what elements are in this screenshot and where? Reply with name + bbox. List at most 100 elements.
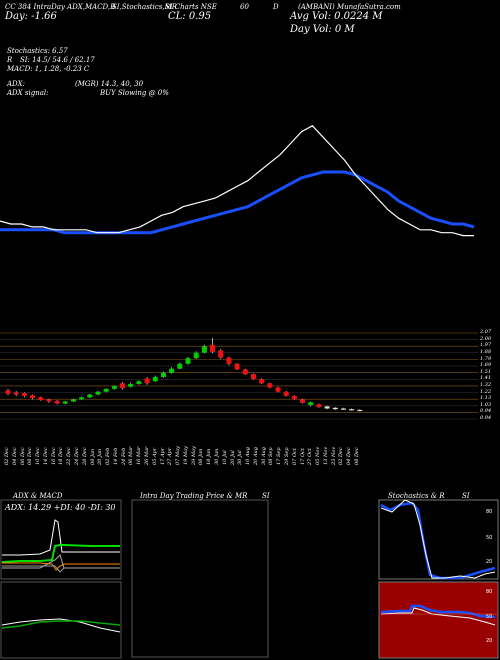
date-tick-label: 27 Oct (307, 448, 314, 465)
candle-body (201, 346, 207, 353)
stoch-tick-80: 80 (486, 509, 492, 515)
main-chart (0, 125, 478, 420)
header-symbol: (AMBANI) MunafaSutra.com (298, 3, 401, 11)
rsi-prefix: R (7, 56, 13, 64)
date-tick-label: 05 Apr (151, 447, 158, 465)
adx-signal-label: ADX signal: (7, 89, 49, 97)
buy-signal: BUY Slowing @ 0% (100, 89, 169, 97)
price-tick-label: 0.94 (480, 408, 492, 415)
price-tick-label: 1.79 (480, 355, 492, 362)
header-period: D (273, 3, 279, 11)
ma-line-blue (0, 170, 475, 235)
stoch-panel-suffix: SI (462, 492, 470, 500)
candle-body (308, 402, 314, 405)
date-tick-label: 16 Dec (50, 447, 57, 465)
date-tick-label: 14 Feb (112, 447, 119, 465)
candle-body (349, 409, 355, 411)
date-tick-label: 20 Aug (252, 447, 259, 465)
rsi-line-white (380, 607, 496, 626)
candle-body (38, 397, 44, 401)
price-tick-label: 1.88 (480, 348, 492, 355)
macd-line-green (1, 620, 121, 629)
rsi-tick-50: 50 (486, 614, 492, 620)
price-tick-label: 2.00 (480, 335, 492, 342)
date-tick-label: 24 Feb (120, 447, 127, 465)
adx-line-white (2, 519, 120, 556)
date-tick-label: 29 May (190, 446, 197, 465)
adx-line-gray2 (2, 554, 120, 569)
candle-body (226, 357, 232, 364)
candle-body (111, 386, 117, 389)
candle-body (177, 363, 183, 369)
candle-body (128, 384, 134, 387)
candle-body (71, 399, 76, 402)
candle-body (95, 391, 101, 395)
price-tick-label: 1.13 (480, 395, 492, 402)
candle-body (161, 372, 166, 377)
date-tick-label: 16 Mar (136, 446, 143, 465)
price-tick-label: 1.03 (480, 401, 492, 408)
stoch-tick-50: 50 (486, 535, 492, 541)
candle-body (234, 363, 240, 370)
candle-body (332, 407, 338, 410)
date-tick-label: 02 Dec (4, 447, 10, 465)
price-tick-label: 1.32 (480, 381, 492, 388)
date-tick-label: 08 Jan (89, 448, 96, 465)
date-tick-label: 06 Mar (128, 446, 135, 465)
date-tick-label: 19 May (182, 446, 189, 465)
date-tick-label: 07 May (175, 446, 182, 465)
rsi-line-blue (380, 604, 496, 619)
candle-body (21, 393, 27, 396)
price-tick-label: 1.22 (480, 388, 492, 395)
header-title-indicators: SI,Stochastics,MR (112, 3, 178, 11)
date-tick-label: 10 Dec (35, 447, 42, 465)
price-tick-label: 1.41 (480, 375, 492, 382)
candle-body (169, 368, 175, 373)
date-tick-label: 24 Dec (74, 447, 80, 465)
date-tick-label: 28 Dec (81, 447, 88, 465)
date-tick-label: 08 Jun (198, 448, 205, 465)
macd-value: MACD: 1, 1.28, -0.23 C (7, 65, 90, 73)
date-tick-label: 17 Oct (299, 448, 306, 465)
header-interval: 60 (240, 3, 249, 11)
date-tick-label: 17 Sep (276, 447, 283, 465)
date-tick-label: 06 Dec (19, 447, 26, 465)
day-change: Day: -1.66 (5, 11, 57, 22)
candle-body (291, 395, 297, 400)
candle-body (30, 395, 35, 398)
date-tick-label: 23 Nov (330, 446, 337, 465)
date-tick-label: 02 Feb (105, 447, 112, 465)
intraday-panel-frame (131, 499, 269, 658)
ma-line-white (0, 125, 474, 237)
candle-body (259, 379, 265, 384)
header-title: CC 384 IntraDay ADX,MACD,B (5, 3, 116, 11)
candle-body (152, 377, 158, 382)
rsi-tick-20: 20 (486, 638, 492, 644)
candle-body (316, 404, 322, 408)
date-tick-label: 29 Sep (284, 447, 290, 465)
candle-body (62, 401, 68, 404)
adx-panel-title: ADX & MACD (13, 492, 63, 500)
date-tick-label: 08 Dec (354, 447, 360, 465)
candle-body (46, 399, 52, 402)
date-tick-label: 07 Oct (291, 448, 298, 465)
macd-line-white (1, 618, 121, 633)
stochastics-value: Stochastics: 6.57 (7, 47, 68, 55)
day-volume: Day Vol: 0 M (290, 24, 355, 35)
candle-body (5, 390, 11, 394)
candle-body (87, 394, 93, 398)
candle-body (300, 399, 305, 403)
date-tick-label: 22 Dec (66, 447, 73, 465)
adx-values: ADX: 14.29 +DI: 40 -DI: 30 (5, 503, 116, 512)
candle-body (144, 378, 150, 384)
avg-volume: Avg Vol: 0.0224 M (290, 11, 383, 22)
close-price: CL: 0.95 (168, 11, 212, 22)
stoch-line-blue (380, 501, 496, 580)
date-tick-label: 08 Dec (27, 447, 34, 465)
date-tick-label: 26 Mar (144, 446, 150, 465)
candle-body (267, 383, 273, 388)
date-tick-label: 05 Nov (315, 446, 322, 465)
date-tick-label: 10 Jul (221, 450, 228, 465)
rsi-panel-frame (378, 581, 499, 659)
date-tick-label: 20 Jan (97, 448, 104, 465)
